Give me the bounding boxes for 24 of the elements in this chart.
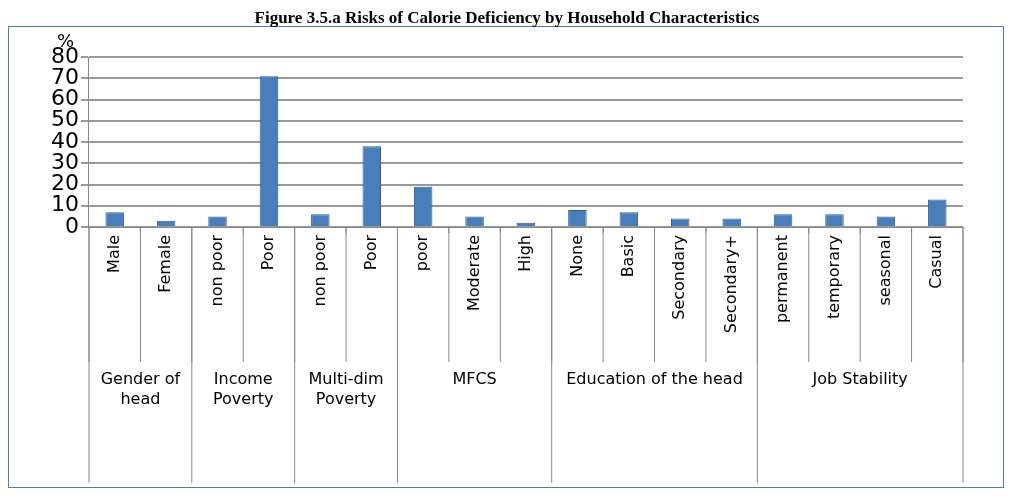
x-tick-label: Male (103, 235, 123, 273)
text: Education of the head (566, 369, 743, 389)
text: Multi-dim Poverty (308, 369, 384, 409)
x-tick-label: permanent (772, 235, 792, 324)
x-tick-label: Basic (617, 235, 637, 278)
chart-title: Figure 3.5.a Risks of Calorie Deficiency by Household Characteristics (253, 8, 761, 27)
x-tick-label: Secondary (669, 235, 689, 320)
x-tick-label: Poor (360, 234, 380, 271)
text: Gender of head (100, 369, 181, 409)
x-tick-label: seasonal (875, 235, 895, 306)
text: Income Poverty (212, 369, 274, 409)
x-tick-label: Female (155, 235, 175, 293)
x-tick-label: High (515, 235, 535, 272)
text: Job Stability (811, 369, 908, 389)
text: MFCS (452, 369, 497, 389)
x-tick-label: temporary (823, 235, 843, 320)
x-tick-label: Secondary+ (720, 235, 740, 334)
x-tick-label: non poor (206, 234, 226, 307)
x-tick-label: non poor (309, 234, 329, 307)
x-tick-label: Poor (258, 234, 278, 271)
x-tick-label: None (566, 235, 586, 277)
x-tick-label: Moderate (463, 235, 483, 312)
x-tick-label: poor (412, 234, 432, 272)
x-tick-label: Casual (926, 235, 946, 289)
